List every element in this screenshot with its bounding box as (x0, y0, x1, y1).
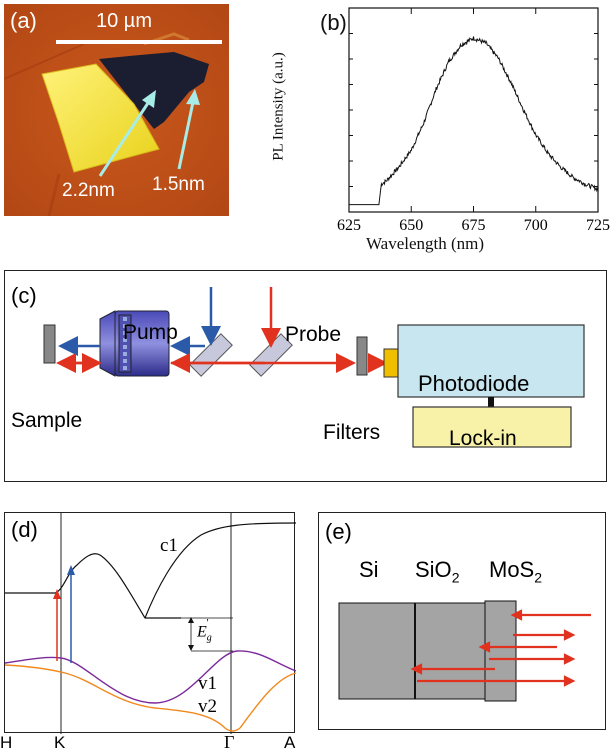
annotation-2-2nm: 2.2nm (62, 180, 115, 201)
panel-e-label: (e) (325, 519, 352, 544)
probe-label: Probe (285, 323, 342, 346)
lockin-text: Lock-in (449, 427, 517, 450)
tick-a: A (284, 733, 296, 752)
yellow-flake (42, 64, 159, 172)
lockin-box (412, 406, 572, 448)
si-layer (338, 602, 416, 700)
panel-b-label: (b) (320, 10, 347, 35)
photodiode-box (397, 324, 585, 398)
tick-k: K (54, 733, 66, 752)
beam-splitter-pump (189, 333, 233, 377)
scale-bar-label: 10 µm (96, 10, 152, 32)
photodiode-label: Photodiode (418, 371, 530, 396)
band-structure-frame: (d) c1 v1 v2 Eg ' (4, 512, 296, 734)
filter (356, 336, 368, 376)
afm-image: (a) 10 µm 2.2nm 1.5nm (4, 4, 229, 216)
sio2-layer (414, 602, 486, 700)
band-structure (5, 513, 296, 734)
pl-x-tick-label: 725 (586, 217, 610, 234)
panel-a-label: (a) (10, 8, 37, 33)
annotation-arrow-1-5nm (177, 89, 200, 170)
pl-x-tick-label: 650 (399, 217, 423, 234)
si-label: Si (359, 557, 379, 582)
panel-c-label: (c) (11, 283, 37, 308)
pl-chart: 625 650 675 700 725 (b) PL Intensity (a.u.) … (236, 0, 613, 262)
beam-splitter-probe (249, 333, 293, 377)
c1-band (5, 522, 296, 619)
pl-x-tick-label: 700 (524, 217, 548, 234)
mos2-label: MoS2 (489, 557, 542, 585)
sio2-text: SiO (415, 557, 452, 582)
mos2-layer (484, 600, 517, 702)
sio2-label: SiO2 (415, 557, 459, 585)
pump-label: Pump (123, 321, 178, 344)
afm-image-graphic (4, 4, 229, 216)
tick-gamma: Γ (224, 732, 235, 752)
pl-spectrum-line (349, 36, 599, 206)
pl-ylabel: PL Intensity (a.u.) (270, 52, 287, 161)
mos2-text: MoS (489, 557, 535, 582)
eg-label: Eg ' (197, 617, 214, 644)
layers-diagram (338, 600, 591, 702)
tick-h: H (0, 733, 13, 752)
panel-d-label: (d) (11, 517, 38, 542)
annotation-1-5nm: 1.5nm (152, 174, 205, 195)
v2-band (5, 664, 296, 732)
pl-x-tick-label: 675 (462, 217, 486, 234)
layers-frame: (e) Si SiO2 MoS2 (318, 512, 606, 730)
eg-symbol: E (197, 623, 207, 641)
pl-xlabel: Wavelength (nm) (366, 234, 485, 253)
mos2-subscript: 2 (534, 569, 543, 586)
setup-diagram (43, 287, 585, 448)
filters-label: Filters (323, 421, 381, 444)
v1-band (5, 650, 296, 704)
annotation-arrow-2-2nm (98, 90, 156, 177)
photodiode-window (383, 348, 399, 378)
setup-diagram-frame: (c) Pump Probe Sample Filters Photodiode… (4, 270, 607, 482)
eg-prime: ' (205, 617, 209, 629)
dark-flake (99, 52, 209, 129)
v1-label: v1 (198, 673, 217, 694)
c1-label: c1 (160, 535, 178, 556)
pl-x-tick-label: 625 (337, 217, 361, 234)
v2-label: v2 (198, 696, 217, 717)
sample-plate (43, 324, 56, 364)
objective-lens (99, 310, 170, 377)
sample-label: Sample (11, 409, 83, 432)
pl-chart-svg: 625 650 675 700 725 (337, 7, 610, 234)
sio2-subscript: 2 (451, 569, 460, 586)
eg-subscript: g (206, 632, 212, 644)
